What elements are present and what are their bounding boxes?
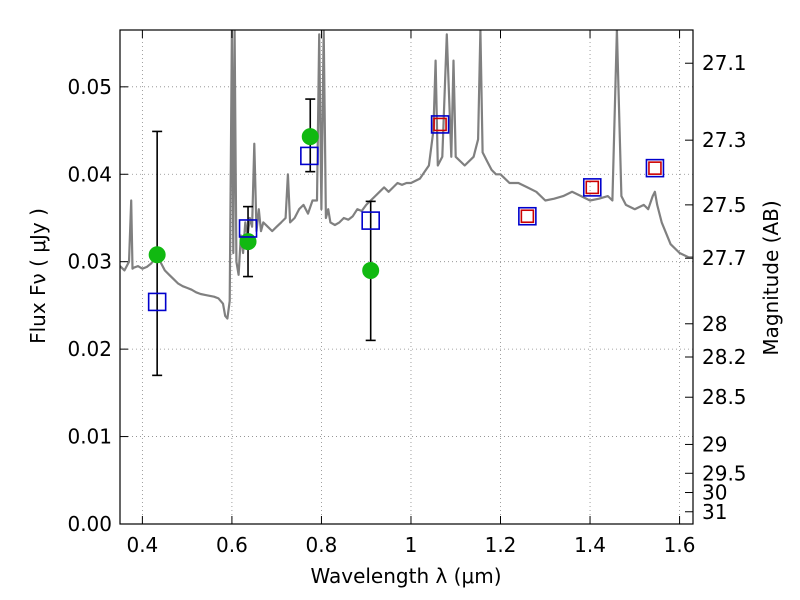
x-tick-label: 1.4 — [574, 533, 606, 557]
red-square-point — [433, 117, 447, 132]
x-tick-label: 0.6 — [216, 533, 248, 557]
right-tick-label: 31 — [702, 500, 727, 524]
grid-lines — [120, 30, 693, 524]
red-square-point — [648, 161, 662, 175]
right-tick-label: 29.5 — [702, 461, 747, 485]
right-tick-label: 30 — [702, 481, 727, 505]
right-tick-label: 27.7 — [702, 246, 747, 270]
red-square-point — [585, 180, 600, 195]
right-tick-label: 27.1 — [702, 51, 747, 75]
axis-ticks: 0.4 0.6 0.8 1 1.2 1.4 1.6 0.00 0.01 0.02 0.03 0.04 0… — [67, 30, 747, 557]
y-tick-label: 0.00 — [67, 512, 112, 536]
error-bars — [152, 98, 376, 377]
right-tick-label: 27.3 — [702, 128, 747, 152]
x-tick-label: 0.4 — [126, 533, 158, 557]
right-tick-label: 27.5 — [702, 193, 747, 217]
blue-square-point — [238, 219, 258, 238]
blue-square-point — [147, 292, 167, 312]
right-tick-label: 28.5 — [702, 385, 747, 409]
right-tick-label: 28.2 — [702, 345, 747, 369]
plot-frame — [119, 29, 694, 525]
y-tick-label: 0.01 — [67, 425, 112, 449]
y-axis-label-left: Flux Fν ( μJy ) — [26, 208, 50, 344]
y-tick-label: 0.03 — [67, 250, 112, 274]
green-circle-point — [239, 233, 257, 251]
y-tick-label: 0.05 — [67, 75, 112, 99]
x-tick-label: 1.6 — [664, 533, 696, 557]
photometry-markers — [147, 115, 665, 312]
green-circle-point — [301, 128, 319, 146]
green-circle-point — [148, 246, 166, 264]
right-tick-label: 29 — [702, 432, 727, 456]
model-spectrum — [120, 30, 693, 320]
right-tick-label: 28 — [702, 312, 727, 336]
green-circle-point — [362, 261, 380, 279]
y-tick-label: 0.04 — [67, 162, 112, 186]
blue-square-point — [361, 211, 380, 230]
blue-square-point — [430, 115, 450, 134]
blue-square-point — [645, 158, 665, 178]
blue-square-point — [582, 178, 602, 197]
y-tick-label: 0.02 — [67, 337, 112, 361]
spectrum-line — [120, 30, 693, 320]
x-tick-label: 1.2 — [485, 533, 517, 557]
blue-square-point — [300, 146, 319, 166]
x-tick-label: 1 — [405, 533, 418, 557]
x-axis-label: Wavelength λ (μm) — [310, 564, 501, 588]
blue-square-point — [518, 206, 537, 226]
y-axis-label-right: Magnitude (AB) — [759, 200, 783, 355]
x-tick-label: 0.8 — [306, 533, 338, 557]
red-square-point — [520, 209, 535, 224]
